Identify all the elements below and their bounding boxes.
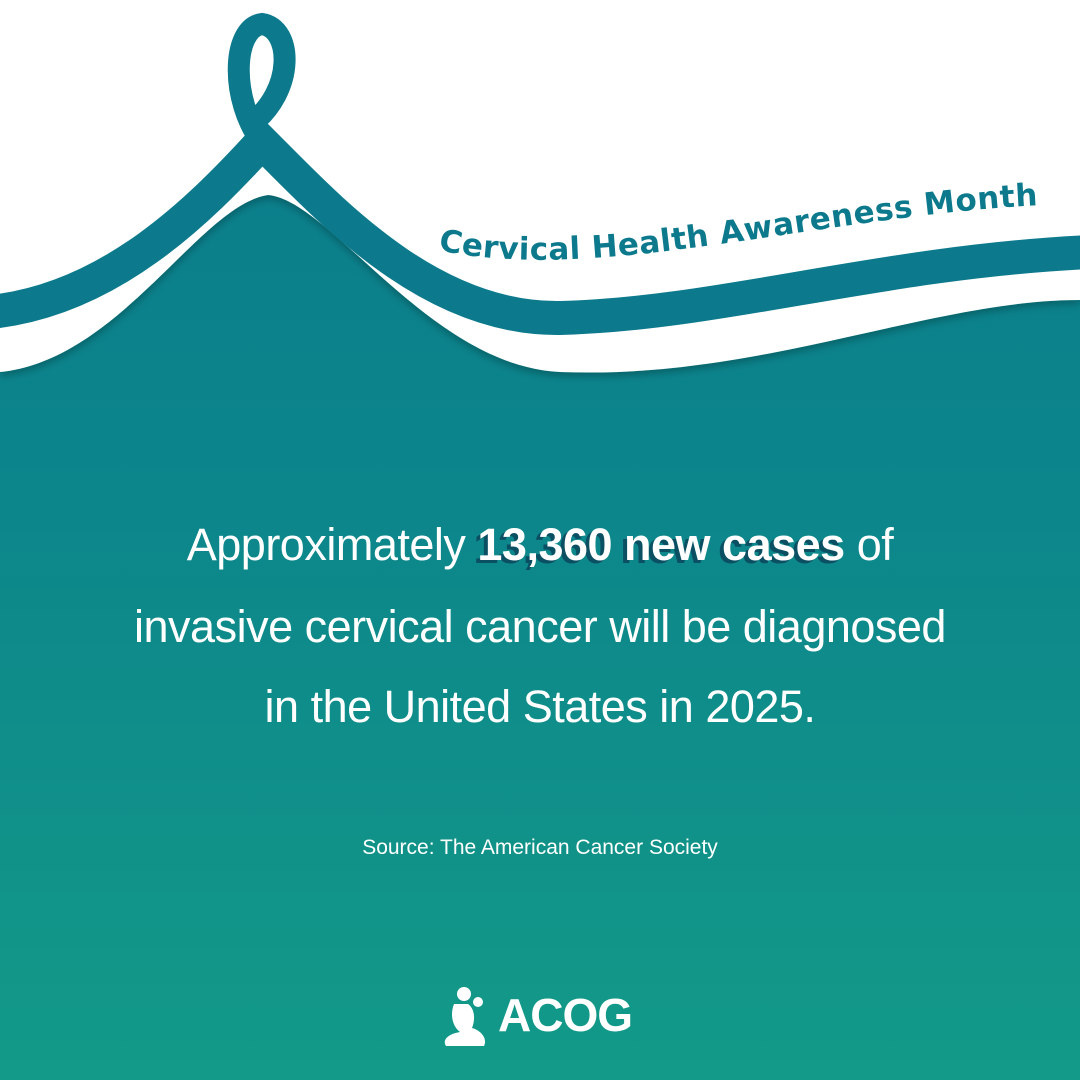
statement-highlight: 13,360 new cases [477,519,845,570]
statement-line: invasive cervical cancer will be diagnos… [134,601,946,652]
logo-icon [444,987,486,1046]
statement-text: of [856,519,894,570]
ribbon-band [0,117,1080,336]
logo-text: ACOG [498,989,633,1041]
statement-text: Approximately [186,519,466,570]
logo: ACOG [440,980,650,1050]
ribbon-loop [227,12,296,149]
statement-line: Approximately 13,360 new cases of [0,522,1080,567]
source: Source: The American Cancer Society [362,836,718,859]
statement-line: in the United States in 2025. [264,681,816,732]
